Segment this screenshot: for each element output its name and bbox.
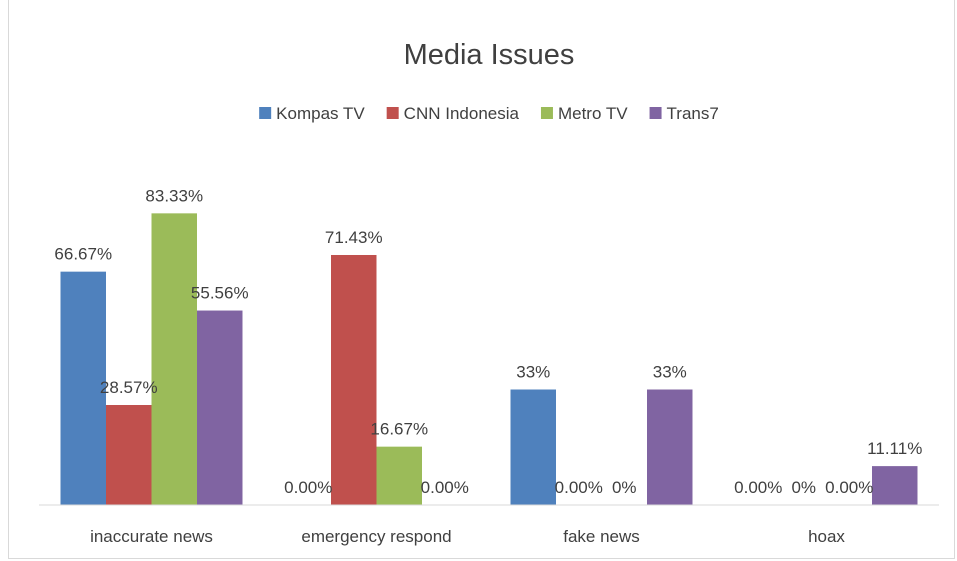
legend-item: Metro TV [540,104,628,123]
data-label: 0.00% [555,478,603,497]
chart-title: Media Issues [404,39,575,71]
data-label: 11.11% [867,439,922,458]
data-label: 83.33% [145,186,203,205]
data-label: 0.00% [825,478,873,497]
data-label: 0% [791,478,816,497]
legend-item: Trans7 [649,104,719,123]
data-label: 33% [653,363,687,382]
data-label: 71.43% [325,228,383,247]
legend-label: Kompas TV [276,104,365,123]
bar-trans7-3 [872,466,918,505]
chart-frame [8,0,955,559]
x-tick-label: fake news [563,527,640,546]
legend-label: Metro TV [558,104,628,123]
bars [60,213,918,505]
data-label: 0.00% [421,478,469,497]
data-label: 66.67% [54,245,112,264]
legend-item: Kompas TV [259,104,365,123]
data-label: 55.56% [191,284,249,303]
data-label: 28.57% [100,378,158,397]
data-label: 33% [516,363,550,382]
bar-trans7-2 [647,389,693,505]
data-label: 0.00% [734,478,782,497]
data-label: 0.00% [284,478,332,497]
bar-cnn-indonesia-0 [106,405,152,505]
legend-swatch [386,107,399,119]
data-label: 0% [612,478,637,497]
legend: Kompas TV CNN Indonesia Metro TV Trans7 [259,104,719,123]
bar-metro-tv-0 [151,213,197,505]
x-axis-ticks: inaccurate news emergency respond fake new… [90,527,845,546]
data-labels: 66.67% 28.57% 83.33% 55.56% 0.00% 71.43% 16.67… [54,186,922,497]
legend-label: Trans7 [667,104,719,123]
legend-swatch [649,107,662,119]
legend-item: CNN Indonesia [386,104,520,123]
bar-kompas-tv-2 [510,389,556,505]
data-label: 16.67% [370,420,428,439]
legend-label: CNN Indonesia [404,104,520,123]
bar-trans7-0 [197,310,243,505]
x-tick-label: emergency respond [301,527,451,546]
bar-metro-tv-1 [376,446,422,505]
x-tick-label: hoax [808,527,845,546]
legend-swatch [540,107,553,119]
legend-swatch [259,107,272,119]
x-tick-label: inaccurate news [90,527,213,546]
bar-cnn-indonesia-1 [331,254,377,505]
bar-kompas-tv-0 [60,271,106,505]
